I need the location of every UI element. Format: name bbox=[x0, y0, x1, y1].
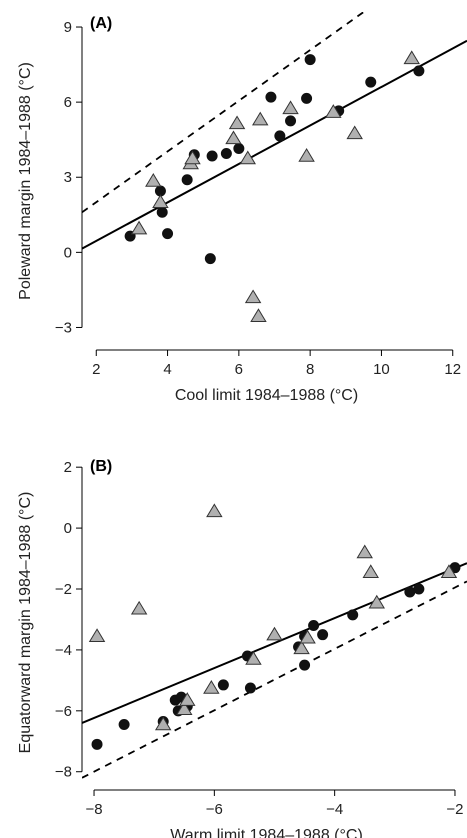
circle-point-a bbox=[304, 54, 316, 66]
triangle-point-a bbox=[228, 115, 246, 130]
circle-point-b bbox=[91, 738, 103, 750]
circle-point-a bbox=[265, 91, 277, 103]
triangle-point-a bbox=[282, 100, 299, 115]
triangle-point-b bbox=[293, 640, 310, 655]
triangle-point-a bbox=[346, 125, 363, 140]
triangle-point-b bbox=[130, 600, 148, 615]
circle-point-a bbox=[301, 92, 313, 104]
circle-point-b bbox=[308, 620, 320, 632]
y-tick-label-a: −3 bbox=[55, 319, 72, 336]
circle-point-a bbox=[274, 130, 286, 142]
y-tick-label-b: −4 bbox=[55, 642, 72, 659]
fit-lines-a bbox=[82, 12, 467, 250]
circle-point-a bbox=[181, 174, 193, 186]
circle-point-a bbox=[220, 147, 232, 159]
axes-a: −3 0 3 6 9 2 4 6 8 10 12 bbox=[55, 19, 461, 378]
y-tick-label-a: 6 bbox=[64, 94, 72, 111]
y-tick-label-b: −6 bbox=[55, 703, 72, 720]
fit-lines-b bbox=[82, 562, 467, 779]
x-axis-title-b: Warm limit 1984–1988 (°C) bbox=[170, 827, 363, 838]
y-tick-label-b: −2 bbox=[55, 581, 72, 598]
panel-label-a: (A) bbox=[90, 15, 112, 32]
x-tick-label-b: −2 bbox=[446, 801, 463, 818]
triangle-point-b bbox=[245, 651, 262, 665]
circle-point-b bbox=[317, 629, 329, 641]
triangle-point-b bbox=[368, 594, 385, 609]
x-tick-label-a: 10 bbox=[373, 361, 390, 378]
circle-point-b bbox=[244, 682, 256, 694]
circle-point-a bbox=[285, 115, 297, 127]
triangle-point-b bbox=[299, 629, 316, 644]
dashed-line-a bbox=[82, 12, 365, 214]
triangle-point-b bbox=[88, 628, 106, 642]
x-tick-label-b: −4 bbox=[326, 801, 343, 818]
triangle-point-a bbox=[184, 150, 201, 165]
y-tick-label-a: 9 bbox=[64, 19, 72, 36]
triangle-point-b bbox=[266, 626, 283, 641]
data-points-b bbox=[88, 503, 461, 750]
y-axis-title-a: Poleward margin 1984–1988 (°C) bbox=[17, 62, 34, 300]
triangle-point-b bbox=[154, 716, 172, 731]
circle-point-b bbox=[404, 586, 416, 598]
circle-point-a bbox=[162, 228, 174, 240]
triangle-point-a bbox=[250, 308, 267, 322]
triangle-point-a bbox=[403, 50, 420, 65]
triangle-point-a bbox=[130, 220, 148, 235]
triangle-point-b bbox=[356, 544, 373, 559]
regression-line-b bbox=[82, 562, 467, 724]
y-tick-label-a: 0 bbox=[64, 244, 72, 261]
triangle-point-a bbox=[244, 289, 262, 304]
data-points-a bbox=[124, 50, 425, 322]
circle-point-a bbox=[233, 142, 245, 154]
circle-point-a bbox=[204, 253, 216, 265]
triangle-point-b bbox=[362, 564, 379, 578]
triangle-point-b bbox=[206, 503, 223, 518]
y-tick-label-b: 0 bbox=[64, 520, 72, 537]
circle-point-a bbox=[365, 76, 377, 88]
circle-point-b bbox=[299, 659, 311, 671]
triangle-point-a bbox=[298, 147, 315, 162]
triangle-point-b bbox=[440, 564, 458, 578]
circle-point-b bbox=[118, 719, 130, 731]
x-tick-label-a: 8 bbox=[306, 361, 314, 378]
x-tick-label-a: 2 bbox=[92, 361, 100, 378]
x-tick-label-b: −6 bbox=[206, 801, 223, 818]
panel-b: −8 −6 −4 −2 0 2 −8 −6 −4 −2 (B) Warm limit 1984–1… bbox=[17, 458, 467, 838]
circle-point-b bbox=[217, 679, 229, 691]
triangle-point-a bbox=[152, 194, 169, 209]
triangle-point-a bbox=[225, 130, 242, 145]
circle-point-a bbox=[413, 65, 425, 77]
axes-b: −8 −6 −4 −2 0 2 −8 −6 −4 −2 bbox=[55, 459, 464, 818]
x-tick-label-b: −8 bbox=[85, 801, 102, 818]
circle-point-a bbox=[206, 150, 218, 162]
circle-point-a bbox=[156, 206, 168, 218]
triangle-point-a bbox=[325, 104, 342, 118]
y-tick-label-b: −8 bbox=[55, 764, 72, 781]
triangle-point-a bbox=[239, 150, 256, 165]
panel-a: −3 0 3 6 9 2 4 6 8 10 12 (A) Cool limit 1984–1988 … bbox=[17, 12, 467, 404]
panel-label-b: (B) bbox=[90, 458, 112, 475]
y-axis-title-b: Equatorward margin 1984–1988 (°C) bbox=[17, 492, 34, 754]
regression-line-a bbox=[82, 39, 467, 250]
circle-point-b bbox=[347, 609, 359, 621]
triangle-point-b bbox=[176, 701, 193, 716]
x-tick-label-a: 6 bbox=[235, 361, 243, 378]
triangle-point-a bbox=[252, 111, 269, 126]
triangle-point-b bbox=[179, 692, 196, 706]
y-tick-label-b: 2 bbox=[64, 459, 72, 476]
y-tick-label-a: 3 bbox=[64, 169, 72, 186]
x-tick-label-a: 4 bbox=[163, 361, 171, 378]
x-axis-title-a: Cool limit 1984–1988 (°C) bbox=[175, 387, 358, 404]
x-tick-label-a: 12 bbox=[444, 361, 461, 378]
circle-point-b bbox=[413, 583, 425, 595]
triangle-point-a bbox=[145, 173, 162, 187]
triangle-point-b bbox=[203, 680, 220, 694]
